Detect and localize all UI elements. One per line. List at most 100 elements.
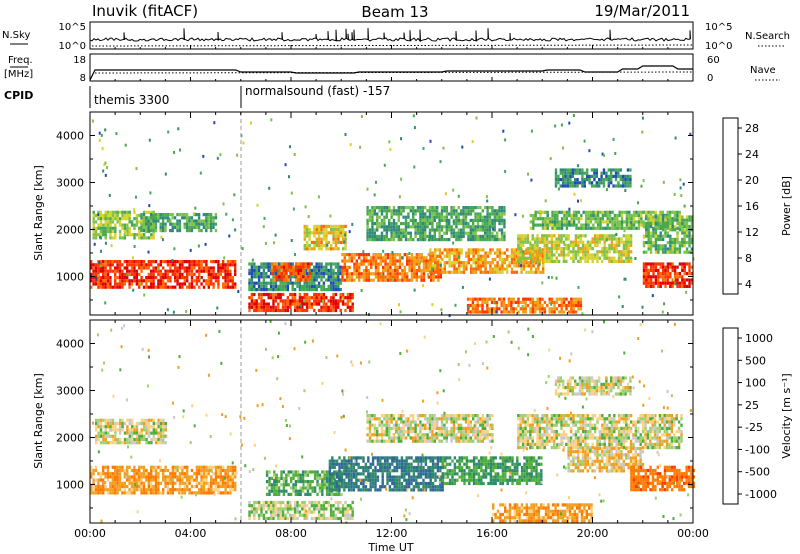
echo-cell bbox=[654, 244, 658, 248]
echo-cell bbox=[404, 238, 408, 242]
echo-cell bbox=[467, 209, 470, 213]
echo-cell bbox=[279, 299, 282, 303]
echo-cell bbox=[625, 223, 629, 227]
echo-cell bbox=[510, 257, 514, 262]
echo-cell bbox=[557, 181, 560, 185]
echo-cell bbox=[231, 285, 234, 289]
echo-cell bbox=[402, 206, 405, 210]
echo-cell bbox=[607, 184, 610, 188]
echo-cell bbox=[533, 240, 537, 244]
echo-cell bbox=[325, 228, 328, 232]
echo-cell bbox=[171, 272, 174, 276]
echo-cell bbox=[537, 257, 540, 262]
echo-cell bbox=[174, 468, 177, 473]
echo-cell bbox=[395, 209, 398, 213]
echo-cell bbox=[305, 281, 309, 285]
echo-cell bbox=[483, 310, 487, 314]
echo-cell bbox=[253, 281, 256, 285]
echo-cell bbox=[135, 434, 139, 438]
echo-cell bbox=[143, 434, 146, 438]
echo-cell bbox=[380, 218, 384, 222]
echo-cell bbox=[601, 247, 604, 251]
echo-cell bbox=[574, 304, 578, 308]
echo-cell bbox=[195, 484, 198, 489]
echo-cell bbox=[296, 516, 299, 521]
echo-cell bbox=[305, 513, 309, 517]
echo-cell bbox=[169, 279, 172, 283]
echo-cell bbox=[550, 243, 554, 247]
echo-cell bbox=[681, 278, 684, 282]
echo-cell bbox=[274, 510, 278, 514]
echo-cell bbox=[683, 244, 686, 248]
y-tick-label: 1000 bbox=[56, 270, 84, 283]
echo-cell bbox=[681, 237, 684, 241]
echo-cell bbox=[476, 225, 480, 229]
echo-cell bbox=[272, 507, 275, 511]
echo-cell bbox=[102, 266, 105, 270]
echo-cell bbox=[441, 257, 444, 262]
echo-cell bbox=[90, 488, 93, 492]
echo-cell bbox=[248, 268, 251, 272]
echo-cell bbox=[157, 441, 160, 445]
echo-cell bbox=[308, 237, 311, 241]
echo-cell bbox=[169, 472, 172, 476]
echo-cell bbox=[377, 278, 380, 282]
echo-cell bbox=[234, 282, 237, 286]
echo-cell bbox=[320, 272, 323, 276]
echo-cell bbox=[351, 222, 354, 226]
echo-cell bbox=[666, 272, 670, 276]
echo-cell bbox=[123, 226, 127, 230]
echo-cell bbox=[290, 239, 293, 242]
echo-cell bbox=[169, 260, 172, 264]
echo-cell bbox=[368, 212, 372, 216]
echo-cell bbox=[188, 219, 191, 223]
echo-cell bbox=[327, 224, 330, 228]
echo-cell bbox=[301, 513, 304, 517]
echo-cell bbox=[506, 270, 509, 274]
echo-cell bbox=[109, 210, 112, 214]
echo-cell bbox=[217, 266, 220, 270]
echo-cell bbox=[280, 262, 283, 266]
echo-cell bbox=[626, 181, 630, 185]
echo-cell bbox=[532, 226, 535, 230]
echo-cell bbox=[205, 260, 208, 264]
echo-cell bbox=[572, 256, 575, 260]
echo-cell bbox=[476, 218, 480, 222]
echo-cell bbox=[315, 265, 318, 269]
echo-cell bbox=[330, 228, 333, 232]
echo-cell bbox=[200, 219, 203, 223]
echo-cell bbox=[265, 281, 268, 285]
echo-cell bbox=[157, 481, 160, 485]
cpid-row: CPID themis 3300 normalsound (fast) -157 bbox=[4, 84, 390, 108]
echo-cell bbox=[162, 491, 165, 495]
power-x-axis bbox=[89, 45, 694, 315]
echo-cell bbox=[267, 500, 270, 505]
echo-cell bbox=[433, 228, 436, 232]
echo-cell bbox=[483, 300, 487, 304]
echo-cell bbox=[114, 269, 117, 273]
echo-cell bbox=[178, 276, 182, 280]
echo-cell bbox=[327, 275, 330, 279]
echo-cell bbox=[562, 297, 566, 301]
echo-cell bbox=[183, 279, 186, 283]
echo-cell bbox=[306, 234, 309, 238]
echo-cell bbox=[517, 237, 520, 241]
echo-cell bbox=[593, 240, 597, 244]
echo-cell bbox=[102, 437, 105, 442]
echo-cell bbox=[579, 237, 582, 241]
echo-cell bbox=[222, 481, 225, 485]
echo-cell bbox=[185, 310, 188, 313]
echo-cell bbox=[386, 256, 390, 260]
echo-cell bbox=[486, 199, 489, 203]
echo-cell bbox=[248, 296, 251, 300]
echo-cell bbox=[116, 269, 119, 273]
echo-cell bbox=[121, 484, 124, 489]
echo-cell bbox=[515, 254, 518, 258]
echo-cell bbox=[541, 307, 544, 311]
echo-cell bbox=[214, 272, 218, 276]
echo-cell bbox=[250, 278, 254, 282]
echo-cell bbox=[555, 237, 558, 241]
echo-cell bbox=[132, 288, 135, 292]
